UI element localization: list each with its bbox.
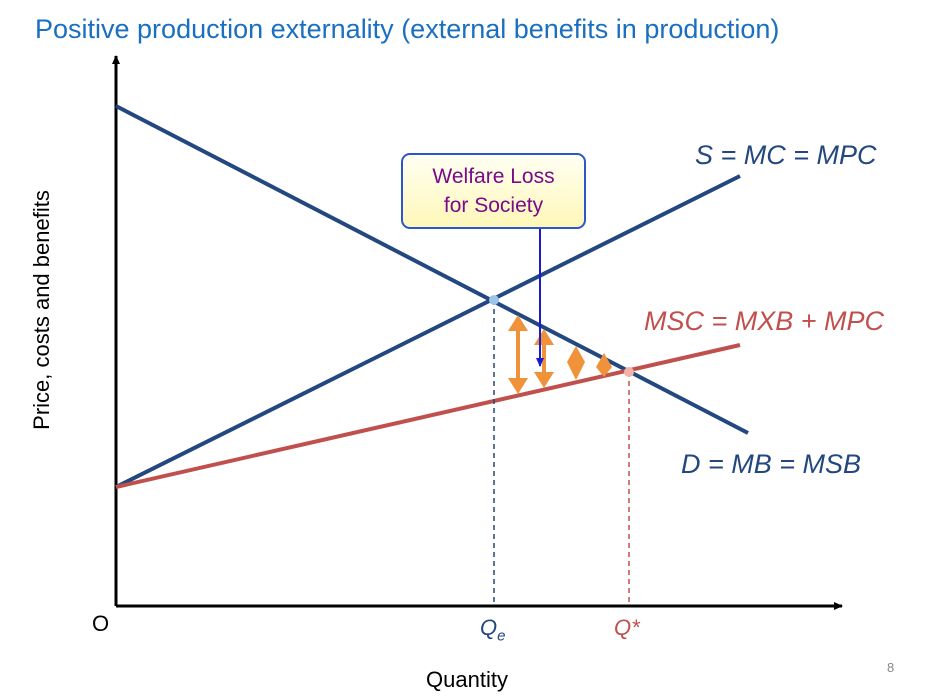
page-number: 8 [887,660,895,675]
callout-line-2: for Society [443,194,544,217]
supply-curve-label: S = MC = MPC [695,140,877,170]
social-cost-curve [115,343,741,489]
callout-line-1: Welfare Loss [432,165,555,188]
social-optimum-point [624,367,634,377]
welfare-arrow-4 [596,353,612,377]
supply-curve [115,174,741,489]
welfare-arrow-3 [567,346,585,380]
origin-label: O [92,611,110,636]
slide-title: Positive production externality (externa… [35,14,780,44]
demand-curve [115,104,749,435]
qe-label-subscript: e [497,627,506,645]
welfare-arrow-2 [534,329,554,388]
private-equilibrium-point [489,295,499,305]
qe-label: Qe [480,615,505,644]
y-axis-label: Price, costs and benefits [29,190,54,430]
social-cost-curve-label: MSC = MXB + MPC [644,306,885,336]
welfare-loss-callout: Welfare Loss for Society [401,153,586,229]
demand-curve-label: D = MB = MSB [681,449,862,479]
qe-label-main: Q [480,615,498,640]
welfare-arrow-1 [508,315,528,394]
x-axis-label: Quantity [426,667,508,692]
qstar-label: Q* [614,615,640,640]
